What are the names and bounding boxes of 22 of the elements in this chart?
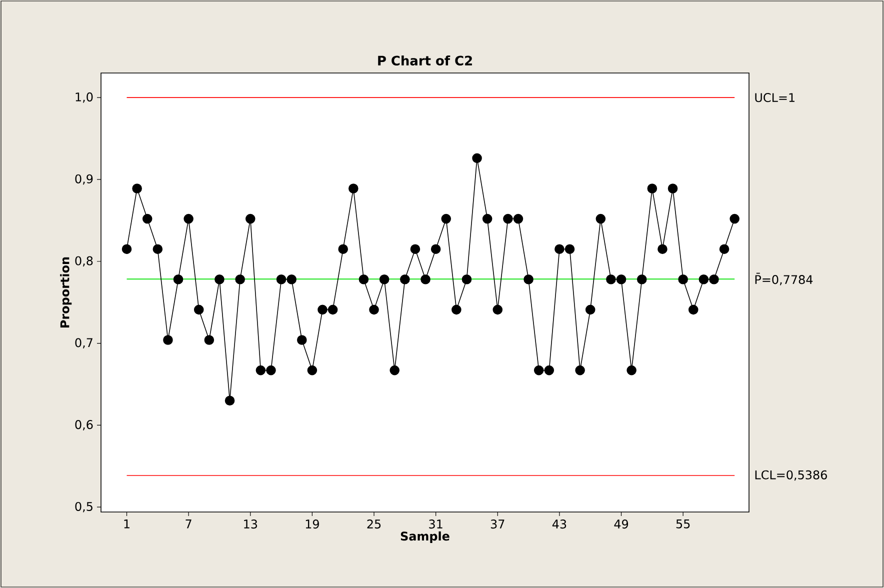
x-tick-label: 1 bbox=[124, 520, 130, 528]
x-tick-label: 37 bbox=[490, 520, 504, 529]
ref-line-label: UCL=1 bbox=[755, 93, 794, 102]
y-tick-label: 0,9 bbox=[75, 174, 93, 185]
ref-line-label: P̄=0,7784 bbox=[755, 272, 813, 286]
y-tick-label: 0,6 bbox=[75, 420, 93, 430]
x-tick-label: 43 bbox=[552, 520, 566, 529]
y-tick-label: 1,0 bbox=[76, 92, 93, 103]
ref-line-label: LCL=0,5386 bbox=[755, 470, 827, 481]
x-tick-label: 19 bbox=[306, 520, 319, 529]
x-tick-label: 55 bbox=[676, 520, 690, 528]
x-tick-label: 31 bbox=[429, 520, 442, 529]
x-tick-label: 13 bbox=[244, 520, 258, 529]
chart-title: P Chart of C2 bbox=[378, 55, 472, 66]
x-tick-label: 25 bbox=[367, 520, 381, 529]
x-tick-label: 7 bbox=[186, 520, 192, 528]
x-tick-label: 49 bbox=[614, 520, 628, 529]
x-axis-title: Sample bbox=[400, 531, 450, 543]
y-axis-title: Proportion bbox=[60, 257, 72, 328]
y-tick-label: 0,7 bbox=[75, 338, 92, 348]
y-tick-label: 0,8 bbox=[75, 256, 93, 267]
y-tick-label: 0,5 bbox=[75, 502, 92, 512]
